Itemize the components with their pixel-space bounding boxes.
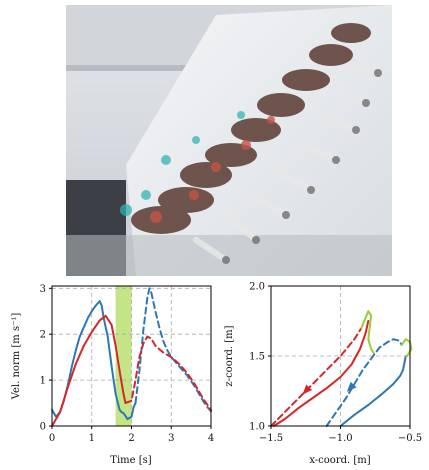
grid [52,286,211,426]
x-axis-label: Time [s] [110,455,151,466]
x-tick-label: 3 [168,433,174,444]
y-tick-label: 1 [40,376,46,387]
trajectory-chart: −1.5 −1.0 −0.5 1.0 1.5 2.0 x-coord. [m] z-coo… [224,282,422,467]
x-tick-label: 4 [208,433,214,444]
y-tick-label: 1.5 [249,352,265,363]
series-line-3 [124,335,212,411]
direction-arrow [346,381,357,392]
highlight-region [115,286,132,426]
series-line-2 [51,314,127,427]
series-lines [51,287,212,427]
tick-labels: −1.5 −1.0 −0.5 1.0 1.5 2.0 [249,282,422,445]
series-line-5 [400,338,413,357]
y-axis-label: Vel. norm [m s⁻¹] [11,313,22,401]
y-axis-label: z-coord. [m] [224,325,235,386]
series-line-3 [325,338,403,427]
y-tick-label: 3 [40,284,46,295]
x-tick-label: −1.0 [328,433,352,444]
tick-labels: 0 1 2 3 4 0 1 2 3 [40,284,215,444]
y-tick-label: 1.0 [249,422,265,433]
x-tick-label: 1 [89,433,95,444]
velocity-chart: 0 1 2 3 4 0 1 2 3 Time [s] Vel. norm [m s⁻¹] [11,284,215,466]
direction-arrow [302,384,313,395]
grid [271,286,410,426]
composite-drone-flight-photo [66,5,392,276]
series-line-1 [272,320,370,427]
y-tick-label: 2 [40,330,46,341]
highlight-band [115,286,132,426]
drone-trail [120,23,382,264]
series-line-4 [339,355,407,427]
y-tick-label: 2.0 [249,282,265,293]
series-line-1 [134,287,212,413]
x-axis-label: x-coord. [m] [309,455,370,466]
series-lines [270,310,413,427]
x-tick-label: 0 [49,433,55,444]
x-tick-label: −0.5 [398,433,422,444]
x-tick-label: 2 [128,433,134,444]
series-line-2 [360,310,375,355]
x-tick-label: −1.5 [259,433,283,444]
series-line-0 [270,327,363,427]
y-tick-label: 0 [40,422,46,433]
